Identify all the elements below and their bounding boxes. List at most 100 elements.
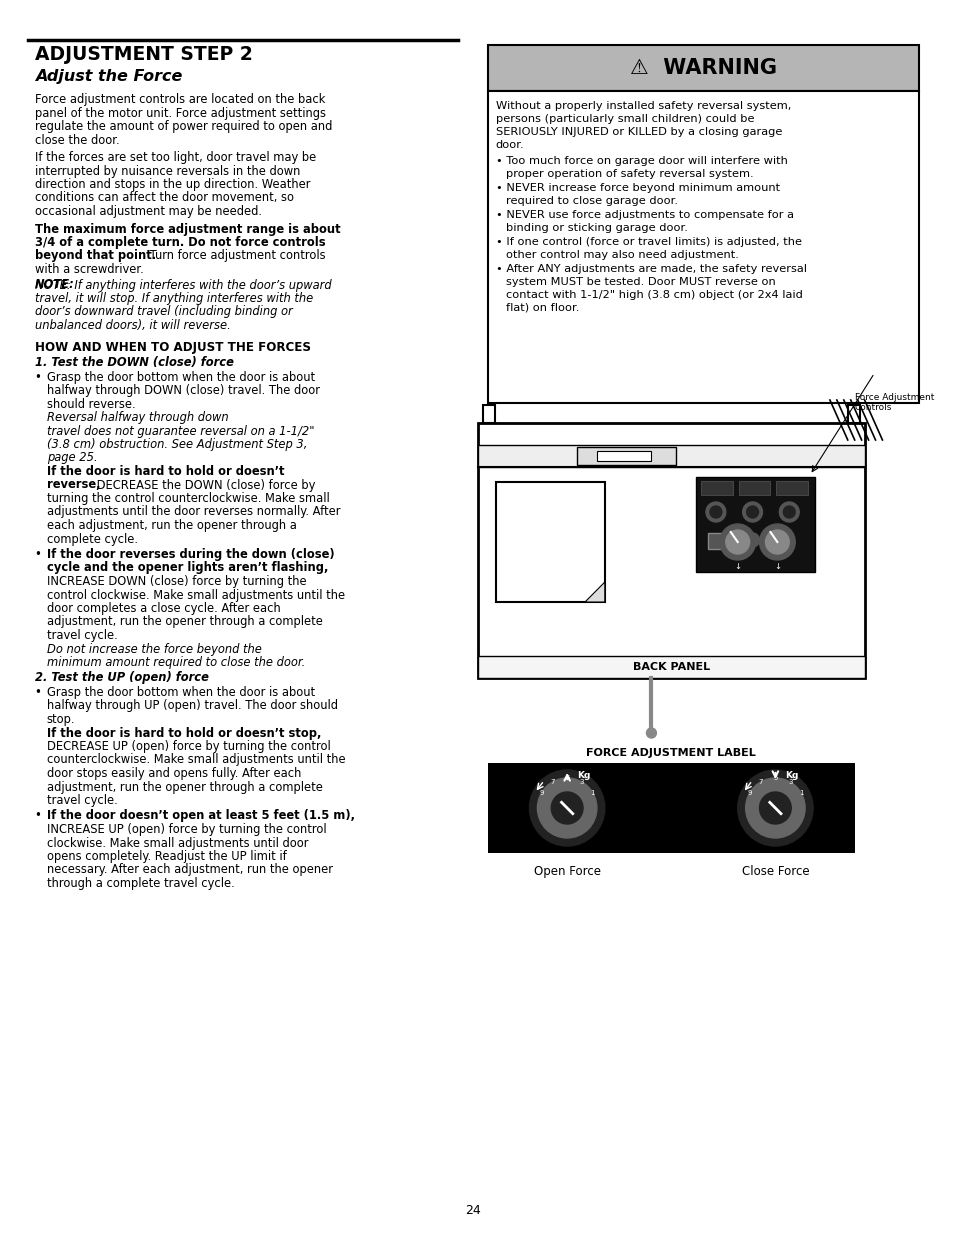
Text: Grasp the door bottom when the door is about: Grasp the door bottom when the door is a… (47, 685, 314, 699)
Text: 1: 1 (798, 790, 802, 797)
Circle shape (646, 727, 656, 739)
Text: proper operation of safety reversal system.: proper operation of safety reversal syst… (505, 169, 753, 179)
Text: INCREASE UP (open) force by turning the control: INCREASE UP (open) force by turning the … (47, 823, 326, 836)
Text: contact with 1-1/2" high (3.8 cm) object (or 2x4 laid: contact with 1-1/2" high (3.8 cm) object… (505, 290, 801, 300)
Text: 24: 24 (465, 1204, 480, 1216)
Text: cycle and the opener lights aren’t flashing,: cycle and the opener lights aren’t flash… (47, 562, 328, 574)
Bar (776, 480, 807, 495)
Text: Close Force: Close Force (740, 864, 808, 878)
Text: ⚠  WARNING: ⚠ WARNING (629, 58, 776, 78)
Text: adjustments until the door reverses normally. After: adjustments until the door reverses norm… (47, 505, 340, 519)
Text: flat) on floor.: flat) on floor. (505, 303, 578, 312)
Text: • After ANY adjustments are made, the safety reversal: • After ANY adjustments are made, the sa… (496, 264, 806, 274)
Text: 1: 1 (590, 790, 595, 797)
Bar (597, 451, 651, 461)
Circle shape (725, 530, 749, 555)
Circle shape (759, 524, 795, 559)
Text: regulate the amount of power required to open and: regulate the amount of power required to… (34, 120, 332, 133)
Text: 1. Test the DOWN (close) force: 1. Test the DOWN (close) force (34, 356, 233, 369)
Text: Kg: Kg (577, 772, 590, 781)
Text: Do not increase the force beyond the: Do not increase the force beyond the (47, 642, 261, 656)
Bar (696, 477, 814, 572)
Text: counterclockwise. Make small adjustments until the: counterclockwise. Make small adjustments… (47, 753, 345, 767)
Text: • NEVER increase force beyond minimum amount: • NEVER increase force beyond minimum am… (496, 183, 779, 193)
Text: door’s downward travel (including binding or: door’s downward travel (including bindin… (34, 305, 293, 319)
Text: halfway through UP (open) travel. The door should: halfway through UP (open) travel. The do… (47, 699, 337, 713)
Bar (577, 447, 676, 466)
Text: 7: 7 (550, 779, 554, 785)
Text: Force Adjustment
Controls: Force Adjustment Controls (854, 393, 933, 412)
Text: 2. Test the UP (open) force: 2. Test the UP (open) force (34, 672, 209, 684)
Text: •: • (34, 370, 42, 384)
Circle shape (759, 792, 790, 824)
Text: through a complete travel cycle.: through a complete travel cycle. (47, 877, 234, 890)
Text: NOTE:: NOTE: (34, 279, 74, 291)
Text: adjustment, run the opener through a complete: adjustment, run the opener through a com… (47, 781, 322, 794)
Text: If the door is hard to hold or doesn’t stop,: If the door is hard to hold or doesn’t s… (47, 726, 320, 740)
Text: panel of the motor unit. Force adjustment settings: panel of the motor unit. Force adjustmen… (34, 106, 325, 120)
Text: Without a properly installed safety reversal system,: Without a properly installed safety reve… (496, 101, 790, 111)
Text: travel does not guarantee reversal on a 1-1/2": travel does not guarantee reversal on a … (47, 425, 314, 437)
Text: 5: 5 (564, 776, 569, 781)
Text: 3: 3 (579, 779, 583, 785)
Text: 7: 7 (758, 779, 762, 785)
Text: halfway through DOWN (close) travel. The door: halfway through DOWN (close) travel. The… (47, 384, 319, 396)
Text: INCREASE DOWN (close) force by turning the: INCREASE DOWN (close) force by turning t… (47, 576, 306, 588)
Text: • Too much force on garage door will interfere with: • Too much force on garage door will int… (496, 156, 787, 165)
Circle shape (720, 524, 755, 559)
Text: If the forces are set too light, door travel may be: If the forces are set too light, door tr… (34, 151, 315, 164)
Text: Adjust the Force: Adjust the Force (34, 69, 182, 84)
Text: clockwise. Make small adjustments until door: clockwise. Make small adjustments until … (47, 836, 308, 850)
Text: travel cycle.: travel cycle. (47, 629, 117, 642)
Bar (487, 44, 918, 91)
Circle shape (746, 506, 758, 517)
Polygon shape (584, 582, 604, 601)
Text: should reverse.: should reverse. (47, 398, 135, 410)
Text: complete cycle.: complete cycle. (47, 532, 137, 546)
Bar (477, 445, 863, 467)
Circle shape (782, 506, 795, 517)
Text: 3: 3 (787, 779, 792, 785)
Text: reverse,: reverse, (47, 478, 100, 492)
Circle shape (741, 501, 761, 522)
Text: • If one control (force or travel limits) is adjusted, the: • If one control (force or travel limits… (496, 237, 801, 247)
Circle shape (705, 501, 725, 522)
Text: NOTE: If anything interferes with the door’s upward: NOTE: If anything interferes with the do… (34, 279, 331, 291)
Text: ↓: ↓ (773, 562, 781, 571)
Text: DECREASE the DOWN (close) force by: DECREASE the DOWN (close) force by (93, 478, 315, 492)
Text: DECREASE UP (open) force by turning the control: DECREASE UP (open) force by turning the … (47, 740, 330, 753)
Text: interrupted by nuisance reversals in the down: interrupted by nuisance reversals in the… (34, 164, 300, 178)
Text: 3/4 of a complete turn. Do not force controls: 3/4 of a complete turn. Do not force con… (34, 236, 325, 249)
Circle shape (551, 792, 582, 824)
Text: 9: 9 (746, 790, 751, 797)
Text: direction and stops in the up direction. Weather: direction and stops in the up direction.… (34, 178, 310, 191)
Text: necessary. After each adjustment, run the opener: necessary. After each adjustment, run th… (47, 863, 333, 877)
Text: Grasp the door bottom when the door is about: Grasp the door bottom when the door is a… (47, 370, 314, 384)
Text: door.: door. (496, 140, 524, 149)
Text: ADJUSTMENT STEP 2: ADJUSTMENT STEP 2 (34, 44, 253, 64)
Text: door stops easily and opens fully. After each: door stops easily and opens fully. After… (47, 767, 300, 781)
Text: SERIOUSLY INJURED or KILLED by a closing garage: SERIOUSLY INJURED or KILLED by a closing… (496, 127, 781, 137)
Text: Kg: Kg (784, 772, 798, 781)
Text: each adjustment, run the opener through a: each adjustment, run the opener through … (47, 519, 296, 532)
Text: with a screwdriver.: with a screwdriver. (34, 263, 143, 275)
Text: conditions can affect the door movement, so: conditions can affect the door movement,… (34, 191, 294, 205)
Text: •: • (34, 548, 42, 561)
Text: Force adjustment controls are located on the back: Force adjustment controls are located on… (34, 93, 325, 106)
Text: ↓: ↓ (734, 562, 740, 571)
Text: stop.: stop. (47, 713, 75, 726)
Text: unbalanced doors), it will reverse.: unbalanced doors), it will reverse. (34, 319, 231, 332)
Text: other control may also need adjustment.: other control may also need adjustment. (505, 249, 738, 261)
Text: If the door doesn’t open at least 5 feet (1.5 m),: If the door doesn’t open at least 5 feet… (47, 809, 355, 823)
Text: If the door reverses during the down (close): If the door reverses during the down (cl… (47, 548, 334, 561)
Text: occasional adjustment may be needed.: occasional adjustment may be needed. (34, 205, 261, 219)
Text: Turn force adjustment controls: Turn force adjustment controls (146, 249, 325, 263)
Text: Reversal halfway through down: Reversal halfway through down (47, 411, 228, 424)
Bar (847, 405, 859, 424)
Text: • NEVER use force adjustments to compensate for a: • NEVER use force adjustments to compens… (496, 210, 793, 220)
Text: turning the control counterclockwise. Make small: turning the control counterclockwise. Ma… (47, 492, 329, 505)
Text: BACK PANEL: BACK PANEL (632, 662, 709, 672)
Text: travel cycle.: travel cycle. (47, 794, 117, 806)
Text: (3.8 cm) obstruction. See Adjustment Step 3,: (3.8 cm) obstruction. See Adjustment Ste… (47, 438, 307, 451)
Text: FORCE ADJUSTMENT LABEL: FORCE ADJUSTMENT LABEL (586, 748, 756, 758)
